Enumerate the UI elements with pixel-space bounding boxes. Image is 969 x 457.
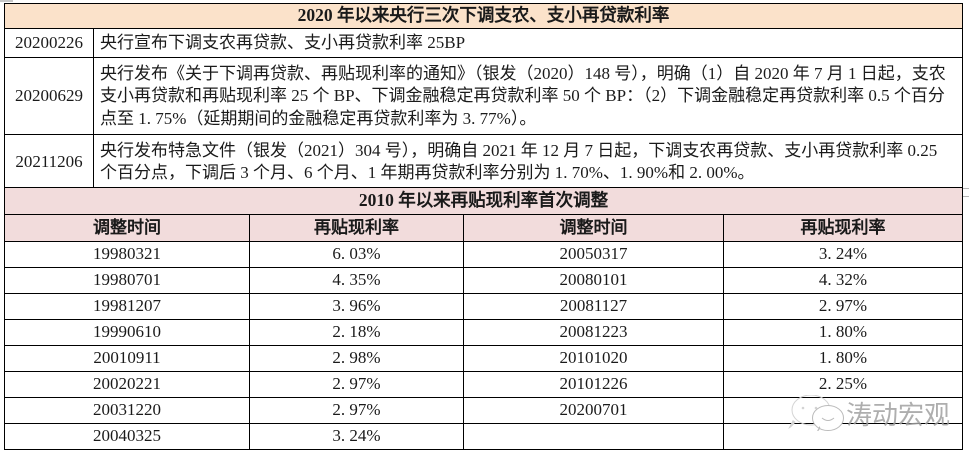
svg-text:涛动宏观: 涛动宏观 [846, 401, 950, 430]
